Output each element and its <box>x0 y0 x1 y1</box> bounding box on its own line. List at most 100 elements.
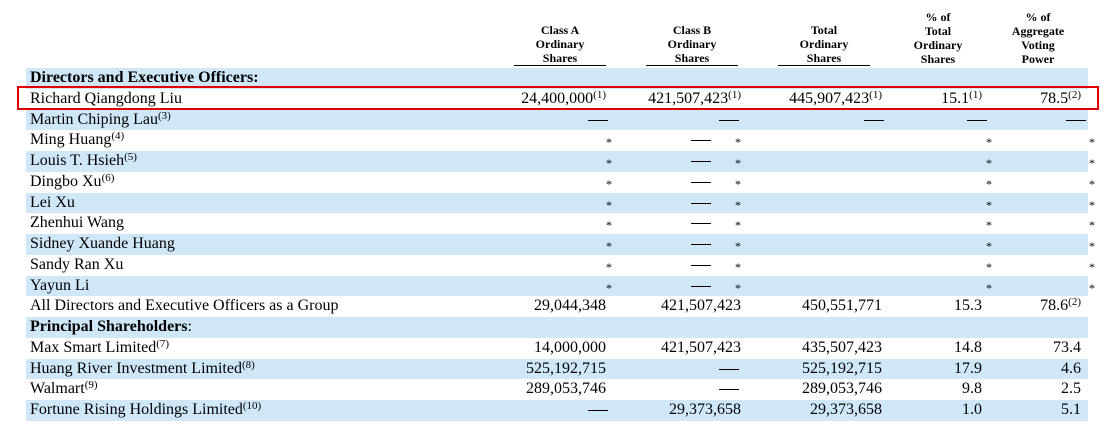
cell-class-b: — <box>631 359 741 380</box>
footnote-marker: (10) <box>242 400 262 412</box>
footnote-marker: (6) <box>101 171 115 184</box>
dash-placeholder <box>691 181 711 183</box>
cell-class-b: 421,507,423(1) <box>631 89 741 110</box>
section-title: Directors and Executive Officers: <box>30 68 259 89</box>
cell-class-a: * <box>496 255 612 276</box>
holder-name: Richard Qiangdong Liu <box>30 89 182 110</box>
less-than-one-percent-marker: * <box>735 135 741 150</box>
less-than-one-percent-marker: * <box>1089 156 1095 170</box>
holder-name: All Directors and Executive Officers as … <box>30 296 338 317</box>
cell-class-a: 289,053,746 <box>496 379 606 400</box>
cell-total: 450,551,771 <box>766 296 882 317</box>
less-than-one-percent-marker: * <box>986 239 992 253</box>
cell-pct-voting: — <box>1011 110 1086 131</box>
cell-total: 525,192,715 <box>766 359 882 380</box>
table-row: Sandy Ran Xu**— *** <box>26 255 1095 276</box>
section-header-row: Principal Shareholders: <box>26 317 1088 338</box>
cell-class-a: * <box>496 276 612 297</box>
table-row: Fortune Rising Holdings Limited(10) — 29,3… <box>26 400 1088 421</box>
less-than-one-percent-marker: * <box>606 259 612 274</box>
cell-pct-total: 1.0 <box>906 400 982 421</box>
cell-class-b: 421,507,423 <box>631 296 741 317</box>
holder-name: Zhenhui Wang <box>30 213 124 234</box>
less-than-one-percent-marker: * <box>606 176 612 191</box>
holder-name-text: Martin Chiping Lau <box>30 110 158 128</box>
cell-total: — <box>766 110 884 131</box>
footnote-marker: (8) <box>241 358 255 371</box>
less-than-one-percent-marker: * <box>735 218 741 233</box>
footnote-marker: (7) <box>156 337 170 350</box>
less-than-one-percent-marker: * <box>1089 218 1095 233</box>
footnote-marker: (5) <box>124 151 137 163</box>
less-than-one-percent-marker: * <box>735 280 741 295</box>
cell-pct-voting: 4.6 <box>1011 359 1081 380</box>
cell-value: 29,044,348 <box>534 297 606 315</box>
holder-name: Yayun Li <box>30 276 89 297</box>
cell-class-b: *— * <box>631 213 741 234</box>
cell-class-b: *— * <box>631 255 741 276</box>
cell-pct-voting: 78.5(2) <box>1011 89 1081 110</box>
header-pct-voting-label: % of Aggregate Voting Power <box>1011 10 1065 66</box>
cell-value: 445,907,423 <box>789 89 870 107</box>
dash-placeholder <box>588 410 608 411</box>
holder-name-text: Walmart <box>30 380 85 398</box>
holder-name: Fortune Rising Holdings Limited(10) <box>30 400 261 421</box>
cell-value: 73.4 <box>1053 338 1081 356</box>
cell-value: 525,192,715 <box>802 359 882 377</box>
header-rule <box>514 65 606 66</box>
cell-value: 14,000,000 <box>534 338 606 356</box>
holder-name-text: Richard Qiangdong Liu <box>30 89 182 107</box>
cell-value: 15.3 <box>954 297 982 315</box>
holder-name-text: Principal Shareholders <box>30 318 188 335</box>
less-than-one-percent-marker: * <box>735 259 741 274</box>
holder-name: Sidney Xuande Huang <box>30 234 175 255</box>
less-than-one-percent-marker: * <box>986 259 992 274</box>
table-row: Ming Huang(4)**— *** <box>26 130 1095 151</box>
cell-value: 78.5 <box>1040 89 1069 107</box>
cell-class-a: 525,192,715 <box>496 359 606 380</box>
cell-pct-voting: 2.5 <box>1011 379 1081 400</box>
cell-total: 435,507,423 <box>766 338 882 359</box>
cell-value: 5.1 <box>1061 401 1081 418</box>
cell-pct-total: 14.8 <box>906 338 982 359</box>
table-row: All Directors and Executive Officers as … <box>26 296 1088 317</box>
table-row: Louis T. Hsieh(5)**— *** <box>26 151 1095 172</box>
dash-placeholder <box>588 119 608 121</box>
dash-placeholder <box>691 244 711 245</box>
cell-value: 14.8 <box>954 338 982 356</box>
less-than-one-percent-marker: * <box>1089 280 1095 295</box>
less-than-one-percent-marker: * <box>986 197 992 212</box>
cell-pct-total: * <box>906 151 992 172</box>
holder-name: Sandy Ran Xu <box>30 255 123 276</box>
table-row: Yayun Li**— *** <box>26 275 1095 297</box>
holder-name: Martin Chiping Lau(3) <box>30 110 171 131</box>
holder-name-text: Huang River Investment Limited <box>30 359 242 377</box>
dash-placeholder <box>1066 119 1086 121</box>
cell-value: 289,053,746 <box>802 380 882 398</box>
cell-class-b: *— * <box>631 130 741 151</box>
cell-class-b: — <box>631 379 741 400</box>
cell-class-b: *— * <box>631 193 741 214</box>
footnote-marker: (1) <box>969 88 982 101</box>
less-than-one-percent-marker: * <box>1089 176 1095 191</box>
dash-placeholder <box>691 202 711 204</box>
holder-name: Max Smart Limited(7) <box>30 338 169 359</box>
cell-pct-total: * <box>906 234 992 255</box>
cell-class-a: — <box>496 400 608 421</box>
cell-class-b: 29,373,658 <box>631 400 741 421</box>
cell-class-a: — <box>496 110 608 131</box>
dash-placeholder <box>691 161 711 162</box>
cell-total: 445,907,423(1) <box>766 89 882 110</box>
cell-value: 435,507,423 <box>802 338 882 356</box>
table-row: Zhenhui Wang**— *** <box>26 213 1095 234</box>
cell-class-a: * <box>496 234 612 255</box>
less-than-one-percent-marker: * <box>606 239 612 253</box>
cell-class-b: *— * <box>631 276 741 297</box>
cell-class-a: * <box>496 213 612 234</box>
dash-placeholder <box>864 119 884 121</box>
cell-pct-voting: 5.1 <box>1011 400 1081 421</box>
dash-placeholder <box>691 140 711 142</box>
cell-value: 24,400,000 <box>521 89 594 107</box>
header-class-a: Class A Ordinary Shares <box>505 10 615 66</box>
cell-class-b: *— * <box>631 151 741 172</box>
